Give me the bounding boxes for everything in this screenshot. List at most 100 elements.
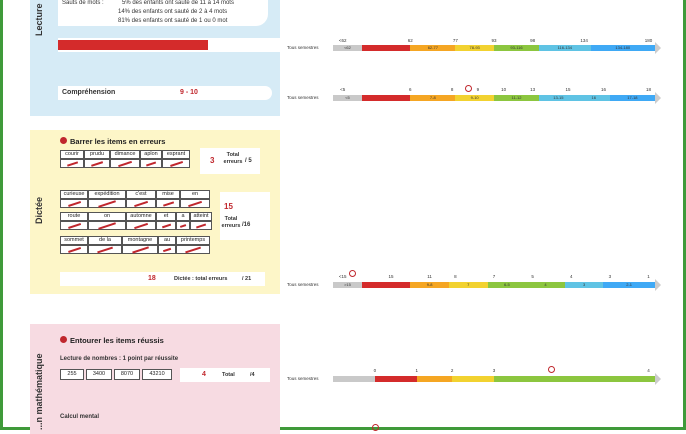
tick: 3 [492,368,496,373]
group2-total-max: /16 [242,222,251,228]
tick: 4 [647,368,650,373]
word-cell[interactable]: automne [126,212,156,221]
word-cell[interactable]: printemps [176,236,210,245]
scale2-ticks: <5 6 8 9 10 13 15 16 18 [333,87,655,93]
tick: 3 [608,274,612,279]
word-cell[interactable]: prudu [84,150,110,159]
error-mark-cell[interactable] [88,221,126,230]
tick: 0 [373,368,377,373]
instruction-bullet-icon [60,336,67,343]
empty-mark-cell[interactable] [84,159,110,168]
error-mark-cell[interactable] [156,221,176,230]
tick: 11 [427,274,432,279]
word-cell[interactable]: au [158,236,176,245]
numbers-label: Lecture de nombres : 1 point par réussit… [60,356,179,362]
word-cell[interactable]: en [180,190,210,199]
tick: 98 [530,38,536,43]
dictee-side-label: Dictée [34,196,44,224]
word-cell[interactable]: et [156,212,176,221]
scale1-label: Tous semestres [287,45,319,50]
word-cell[interactable]: expédition [88,190,126,199]
numbers-total-box [180,368,270,382]
sauts-progress-fill [58,40,208,50]
scale3-label: Tous semestres [287,282,319,287]
error-mark-cell[interactable] [176,245,210,254]
word-cell[interactable]: aplon [140,150,162,159]
tick: 18 [646,87,652,92]
tick: 5 [531,274,534,279]
error-mark-cell[interactable] [140,159,162,168]
word-cell[interactable]: de la [88,236,122,245]
error-mark-cell[interactable] [176,221,190,230]
comprehension-value: 9 - 10 [180,89,198,96]
error-mark-cell[interactable] [190,221,212,230]
comprehension-box [58,86,272,100]
error-mark-cell[interactable] [126,221,156,230]
error-mark-cell[interactable] [60,245,88,254]
tick: 77 [452,38,458,43]
number-cell[interactable]: 43210 [142,369,172,380]
word-cell[interactable]: atteint [190,212,212,221]
tick: 1 [647,274,650,279]
score-circle-mark [465,85,472,92]
tick: 93 [491,38,497,43]
tick: 134 [580,38,588,43]
scale4-ticks: 0 1 2 3 4 [333,368,655,374]
word-cell[interactable]: courir [60,150,84,159]
numbers-total-label: Total [222,372,235,378]
dictee-total-label: Dictée : total erreurs [174,276,228,282]
word-cell[interactable]: route [60,212,88,221]
empty-mark-cell[interactable] [162,159,190,168]
tick: 15 [565,87,571,92]
scale3-bar: >15 9-8 7 6-5 4 3 2-1 [333,279,661,291]
error-mark-cell[interactable] [180,199,210,208]
error-mark-cell[interactable] [158,245,176,254]
tick: 13 [530,87,536,92]
dictee-panel: Dictée Barrer les items en erreurs couri… [30,130,280,294]
group2-errors: 15 [224,202,233,211]
number-cell[interactable]: 3400 [86,369,112,380]
math-instruction: Entourer les items réussis [70,336,164,345]
numbers-total-max: /4 [250,372,255,378]
error-mark-cell[interactable] [126,199,156,208]
dictee-total-box [60,272,265,286]
word-cell[interactable]: sommet [60,236,88,245]
dictee-instruction: Barrer les items en erreurs [70,137,166,146]
math-side-label: ...n mathématique [34,353,44,430]
error-mark-cell[interactable] [60,199,88,208]
tick: 180 [644,38,653,43]
error-mark-cell[interactable] [60,221,88,230]
word-cell[interactable]: curieuse [60,190,88,199]
number-cell[interactable]: 255 [60,369,84,380]
scale2-label: Tous semestres [287,95,319,100]
math-panel: ...n mathématique Entourer les items réu… [30,324,280,434]
error-mark-cell[interactable] [122,245,158,254]
tick: 1 [415,368,418,373]
word-cell[interactable]: esprant [162,150,190,159]
scale1-ticks: <62 62 77 93 98 134 180 [333,38,655,44]
error-mark-cell[interactable] [88,199,126,208]
score-circle-mark [548,366,555,373]
sauts-line-3: 81% des enfants ont sauté de 1 ou 0 mot [118,18,228,24]
tick: <5 [340,87,346,92]
word-cell[interactable]: on [88,212,126,221]
group1-total-box [200,148,260,174]
word-cell[interactable]: c'est [126,190,156,199]
scale1-bar: <62 62-77 78-93 93-116 116-134 134-180 [333,42,661,54]
lecture-panel: Lecture Sauts de mots : 5% des enfants o… [30,0,282,116]
error-mark-cell[interactable] [110,159,140,168]
scale4-bar [333,373,661,385]
word-cell[interactable]: mise [156,190,180,199]
sauts-label: Sauts de mots : [62,0,104,6]
tick: 15 [388,274,394,279]
number-cell[interactable]: 8070 [114,369,140,380]
tick: 6 [409,87,412,92]
word-cell[interactable]: a [176,212,190,221]
dictee-total-errors: 18 [148,275,156,282]
tick: 62 [407,38,413,43]
error-mark-cell[interactable] [156,199,180,208]
word-cell[interactable]: dimance [110,150,140,159]
word-cell[interactable]: montagne [122,236,158,245]
error-mark-cell[interactable] [88,245,122,254]
error-mark-cell[interactable] [60,159,84,168]
